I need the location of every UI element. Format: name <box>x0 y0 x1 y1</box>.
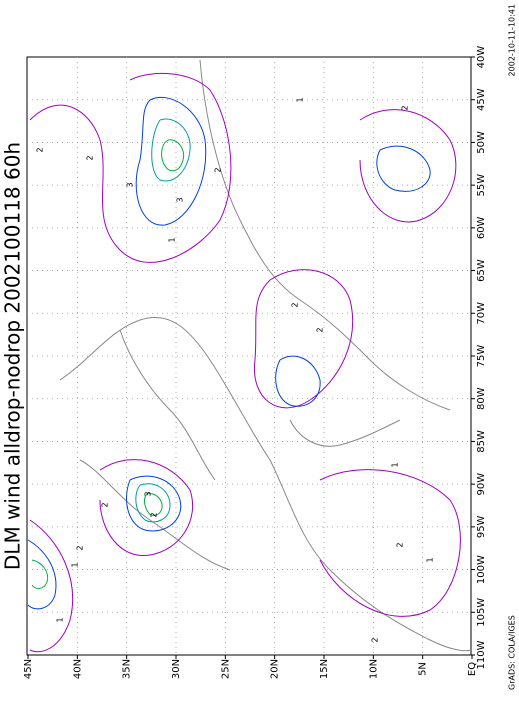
lon-label: 85W <box>476 430 487 453</box>
lat-label: 40N <box>72 659 83 679</box>
contour-label: 3 <box>144 491 153 496</box>
lat-label: 35N <box>122 659 133 679</box>
contour-label: 2 <box>214 167 223 172</box>
contour-label: 1 <box>391 462 400 467</box>
title: DLM wind alldrop-nodrop 2002100118 60h <box>1 142 25 570</box>
contour-label: 2 <box>36 147 45 152</box>
timestamp: 2002-10-11-10:41 <box>508 4 517 76</box>
lon-label: 100W <box>476 555 487 584</box>
lat-label: 5N <box>418 662 429 676</box>
labels: 45N 40N 35N 30N 25N 20N 15N 10N 5N EQ 40W 45W 50W 55W… <box>23 46 487 680</box>
lon-label: 45W <box>476 88 487 111</box>
contour-label: 3 <box>126 182 135 187</box>
contour-label: 2 <box>291 302 300 307</box>
contour-label: 2 <box>401 105 410 110</box>
contour-label: 2 <box>86 155 95 160</box>
lon-label: 75W <box>476 345 487 368</box>
contour-label: 3 <box>176 197 185 202</box>
lat-label: 45N <box>23 659 34 679</box>
lon-label: 65W <box>476 259 487 282</box>
lon-label: 40W <box>476 46 487 69</box>
lat-label: 10N <box>368 659 379 679</box>
lon-label: 110W <box>476 640 487 669</box>
contour-label: 1 <box>168 237 177 242</box>
lon-label: 105W <box>476 598 487 627</box>
lon-label: 90W <box>476 473 487 496</box>
grid <box>27 57 471 655</box>
lon-label: 50W <box>476 131 487 154</box>
lon-label: 70W <box>476 302 487 325</box>
lat-label: 20N <box>270 659 281 679</box>
contour-label: 2 <box>150 512 159 517</box>
lat-label: EQ <box>467 662 478 676</box>
contour-label: 2 <box>101 502 110 507</box>
contour-label: 2 <box>76 545 85 550</box>
contour-label: 2 <box>316 327 325 332</box>
contour-label: 2 <box>396 542 405 547</box>
coastlines <box>59 59 472 652</box>
lon-label: 55W <box>476 174 487 197</box>
contour-label: 1 <box>56 617 65 622</box>
contour-label: 1 <box>71 562 80 567</box>
lat-label: 30N <box>171 659 182 679</box>
lon-label: 60W <box>476 216 487 239</box>
lat-label: 15N <box>319 659 330 679</box>
lat-label: 25N <box>220 659 231 679</box>
lon-label: 80W <box>476 387 487 410</box>
contours <box>27 72 461 653</box>
contour-label: 1 <box>296 97 305 102</box>
lon-label: 95W <box>476 515 487 538</box>
contour-label: 2 <box>371 637 380 642</box>
footer: GrADS: COLA/IGES <box>508 615 517 690</box>
contour-label: 1 <box>426 557 435 562</box>
